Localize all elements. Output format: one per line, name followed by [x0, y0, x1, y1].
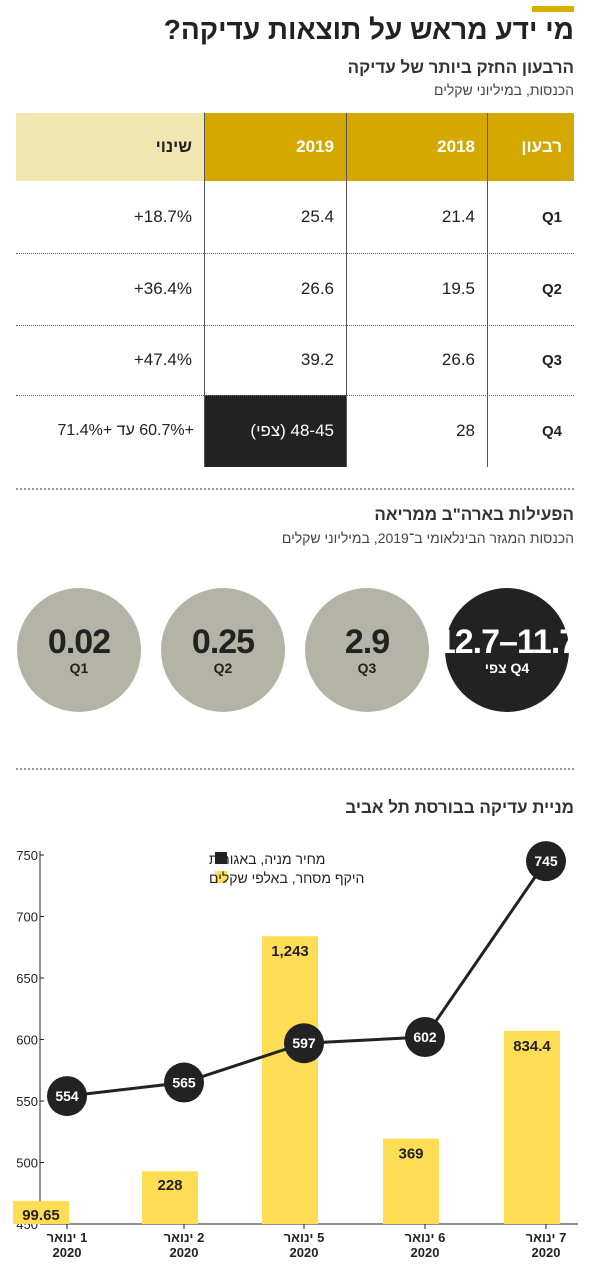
legend-label-volume: היקף מסחר, באלפי שקלים [209, 870, 364, 886]
volume-label: 228 [157, 1177, 182, 1194]
price-point [405, 1017, 445, 1058]
y-tick-label: 700 [16, 910, 38, 925]
price-label: 745 [534, 853, 558, 869]
volume-bar [142, 1171, 198, 1224]
price-label: 565 [172, 1075, 196, 1091]
row3-2019: 39.2 [300, 350, 334, 369]
section1-subtitle: הכנסות, במיליוני שקלים [434, 82, 574, 98]
header-2018: 2018 [347, 113, 487, 181]
row4-2019-forecast: 48-45 (צפי) [205, 395, 346, 467]
row2-2018: 19.5 [441, 279, 475, 298]
volume-label: 99.65 [22, 1207, 60, 1224]
title-accent-bar [532, 6, 574, 12]
section2-subtitle: הכנסות המגזר הבינלאומי ב־2019, במיליוני … [281, 530, 574, 546]
bubble-q2: 0.25 Q2 [161, 588, 285, 712]
section-divider [16, 488, 574, 490]
row3-quarter: Q3 [541, 351, 562, 369]
row3-change: +47.4% [133, 350, 192, 369]
price-point [164, 1062, 204, 1103]
x-tick-label: 1 ינואר [47, 1230, 88, 1245]
header-2019: 2019 [205, 113, 346, 181]
bubble-value: 0.25 [191, 623, 255, 661]
y-tick-label: 650 [16, 971, 38, 986]
volume-label: 834.4 [513, 1038, 551, 1055]
legend-label-price: מחיר מניה, באגורות [209, 851, 325, 867]
price-point [284, 1023, 324, 1064]
price-point [47, 1076, 87, 1117]
bubble-value: 2.9 [344, 623, 390, 661]
row1-quarter: Q1 [541, 208, 562, 226]
row3-2018: 26.6 [441, 350, 475, 369]
bubble-q1: 0.02 Q1 [17, 588, 141, 712]
section1-title: הרבעון החזק ביותר של עדיקה [347, 58, 574, 77]
table-row-divider [16, 325, 574, 326]
page-title: מי ידע מראש על תוצאות עדיקה? [163, 14, 574, 45]
volume-label: 369 [398, 1146, 423, 1163]
row4-2018: 28 [456, 421, 475, 440]
x-tick-label: 5 ינואר [284, 1230, 325, 1245]
price-label: 602 [413, 1029, 437, 1045]
bubble-label: Q2 [213, 660, 233, 676]
y-tick-label: 550 [16, 1094, 38, 1109]
x-tick-label: 6 ינואר [405, 1230, 446, 1245]
row1-2018: 21.4 [441, 207, 475, 226]
volume-bar [383, 1138, 439, 1224]
price-label: 554 [55, 1088, 79, 1104]
x-tick-label-year: 2020 [532, 1245, 561, 1260]
legend-swatch-volume [215, 871, 227, 883]
x-tick-label: 2 ינואר [164, 1230, 205, 1245]
stock-chart: 45050055060065070075099.652281,243369834… [13, 841, 578, 1260]
bubble-value: 0.02 [47, 623, 111, 661]
row1-change: +18.7% [133, 207, 192, 226]
x-tick-label-year: 2020 [170, 1245, 199, 1260]
header-quarter: רבעון [488, 113, 574, 181]
chart-title: מניית עדיקה בבורסת תל אביב [345, 798, 574, 817]
y-tick-label: 600 [16, 1033, 38, 1048]
row4-quarter: Q4 [541, 422, 562, 440]
bubble-q4-forecast: 12.7–11.7 Q4 צפי [437, 588, 578, 712]
bubble-q3: 2.9 Q3 [305, 588, 429, 712]
bubble-label: Q1 [69, 660, 89, 676]
price-label: 597 [292, 1035, 316, 1051]
x-tick-label-year: 2020 [411, 1245, 440, 1260]
bubble-value: 12.7–11.7 [436, 623, 578, 661]
volume-bar [504, 1030, 560, 1224]
x-tick-label: 7 ינואר [526, 1230, 567, 1245]
volume-bar [13, 1200, 69, 1224]
bubble-label: Q3 [357, 660, 377, 676]
section2-title: הפעילות בארה"ב ממריאה [374, 505, 574, 524]
section-divider [16, 768, 574, 770]
price-point [526, 841, 566, 882]
volume-bar [262, 936, 318, 1224]
table-divider [346, 113, 347, 467]
table-divider [487, 113, 488, 467]
x-tick-label-year: 2020 [290, 1245, 319, 1260]
table-divider [204, 113, 205, 467]
x-tick-label-year: 2020 [53, 1245, 82, 1260]
row2-quarter: Q2 [541, 280, 562, 298]
volume-label: 1,243 [271, 943, 309, 960]
row2-change: +36.4% [133, 279, 192, 298]
y-tick-label: 750 [16, 848, 38, 863]
row1-2019: 25.4 [300, 207, 334, 226]
header-change: שינוי [16, 113, 204, 181]
bubble-label: Q4 צפי [484, 660, 530, 676]
table-row-divider [16, 395, 574, 396]
table-row-divider [16, 253, 574, 254]
legend-swatch-price [215, 852, 227, 864]
row4-change: +60.7% עד +71.4% [57, 422, 194, 439]
y-tick-label: 500 [16, 1156, 38, 1171]
row2-2019: 26.6 [300, 279, 334, 298]
